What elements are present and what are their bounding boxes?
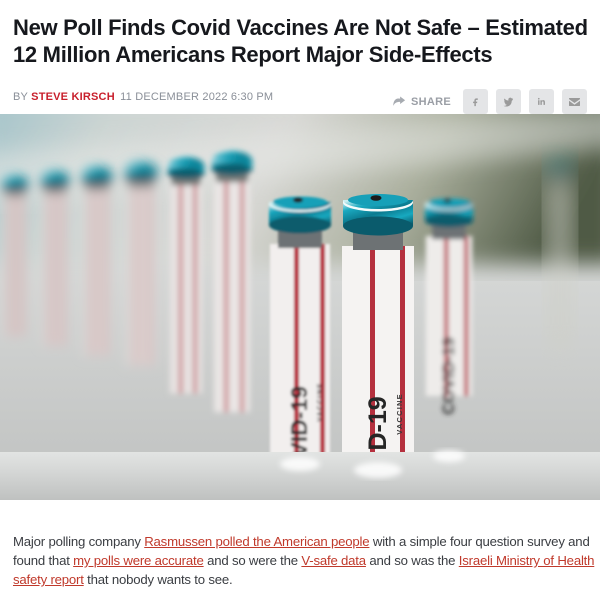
svg-text:VACCINE: VACCINE (395, 393, 404, 435)
svg-text:VACCINE: VACCINE (317, 382, 324, 421)
svg-text:COVID-19: COVID-19 (439, 337, 458, 414)
